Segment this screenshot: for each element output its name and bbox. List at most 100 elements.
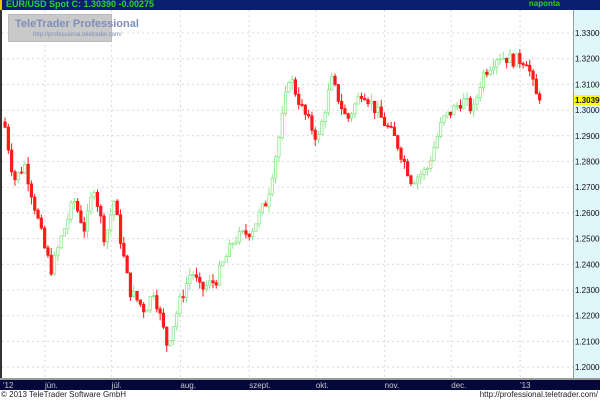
candle-down — [264, 203, 268, 207]
candle-up — [462, 98, 466, 109]
candle-down — [382, 116, 387, 127]
candle-down — [76, 201, 80, 212]
candle-up — [274, 156, 278, 179]
candle-up — [188, 274, 192, 284]
last-price-marker — [574, 95, 600, 106]
candle-up — [132, 291, 136, 298]
candle-up — [508, 53, 512, 63]
x-tick-label: jún. — [44, 381, 58, 390]
candle-up — [472, 103, 476, 112]
candle-up — [191, 274, 195, 277]
footer-url[interactable]: http://professional.teletrader.com/ — [479, 390, 598, 399]
x-tick-label: nov. — [385, 381, 400, 390]
instrument-title: EUR/USD Spot C: 1.30390 -0.00275 — [6, 0, 155, 9]
x-tick-label: okt. — [316, 381, 329, 390]
x-tick-label: '13 — [520, 381, 531, 390]
candle-up — [178, 296, 182, 315]
candle-down — [211, 280, 215, 284]
candle-up — [221, 261, 225, 266]
candle-up — [495, 59, 499, 68]
teletrader-logo: TeleTrader Professional http://professio… — [8, 14, 139, 42]
candle-down — [386, 125, 390, 128]
candle-up — [326, 89, 331, 114]
candle-up — [488, 69, 492, 75]
candle-up — [105, 229, 109, 243]
candle-up — [415, 176, 420, 184]
candle-down — [531, 70, 535, 80]
candle-down — [135, 291, 139, 301]
candle-down — [366, 99, 370, 105]
candle-up — [208, 280, 212, 286]
candle-down — [43, 227, 47, 249]
candle-up — [277, 137, 281, 158]
footer: © 2013 TeleTrader Software GmbH http://p… — [0, 390, 600, 400]
candle-up — [89, 196, 93, 212]
copyright: © 2013 TeleTrader Software GmbH — [1, 390, 127, 399]
candle-down — [122, 242, 126, 257]
candle-up — [465, 97, 469, 100]
candle-up — [452, 105, 456, 116]
candle-up — [270, 177, 274, 195]
candle-up — [224, 256, 228, 263]
x-tick-label: szept. — [249, 381, 270, 390]
candle-down — [406, 161, 410, 177]
candle-up — [175, 313, 179, 327]
candle-down — [379, 106, 383, 118]
candle-up — [283, 91, 288, 114]
candle-down — [39, 217, 43, 229]
candle-down — [293, 79, 298, 95]
candle-up — [85, 210, 90, 232]
candle-up — [376, 106, 380, 114]
candle-down — [33, 196, 37, 211]
candle-down — [3, 121, 7, 128]
candle-down — [194, 274, 199, 278]
candle-down — [346, 113, 350, 119]
candle-down — [336, 84, 340, 102]
candle-up — [475, 97, 479, 105]
candle-up — [260, 203, 265, 213]
x-tick-label: dec. — [451, 381, 466, 390]
candle-down — [198, 276, 202, 283]
candle-up — [92, 192, 96, 198]
y-tick-label: 1.25000 — [575, 235, 600, 244]
candle-up — [455, 105, 459, 107]
candle-down — [343, 108, 347, 115]
y-axis — [573, 10, 600, 378]
candle-up — [491, 66, 496, 71]
y-tick-label: 1.21000 — [575, 337, 600, 346]
candle-up — [320, 121, 324, 136]
y-tick-label: 1.28000 — [575, 158, 600, 167]
candle-down — [36, 209, 40, 219]
candle-down — [99, 205, 103, 217]
candle-down — [29, 183, 34, 198]
candle-up — [237, 231, 241, 243]
candle-down — [399, 147, 403, 160]
candle-up — [168, 340, 172, 346]
candle-up — [217, 265, 222, 286]
candle-up — [290, 79, 294, 83]
y-tick-label: 1.23000 — [575, 286, 600, 295]
candle-down — [396, 135, 400, 149]
candle-up — [16, 171, 20, 181]
candle-up — [514, 53, 519, 67]
candle-up — [254, 223, 258, 232]
candle-up — [204, 285, 208, 290]
period-label[interactable]: naponta — [528, 0, 560, 8]
y-tick-label: 1.31000 — [575, 80, 600, 89]
y-tick-label: 1.26000 — [575, 209, 600, 218]
candle-down — [247, 233, 251, 238]
candle-down — [26, 163, 30, 185]
candle-up — [257, 211, 261, 225]
candle-up — [349, 113, 354, 119]
candle-down — [468, 97, 472, 112]
candle-down — [95, 192, 100, 207]
candle-up — [69, 202, 73, 220]
candle-up — [498, 58, 502, 61]
candle-up — [184, 283, 189, 298]
candle-down — [511, 53, 515, 67]
candle-down — [389, 126, 393, 128]
candle-up — [56, 247, 60, 256]
candle-down — [46, 247, 50, 256]
y-tick-label: 1.30000 — [575, 106, 600, 115]
x-axis — [0, 378, 600, 390]
